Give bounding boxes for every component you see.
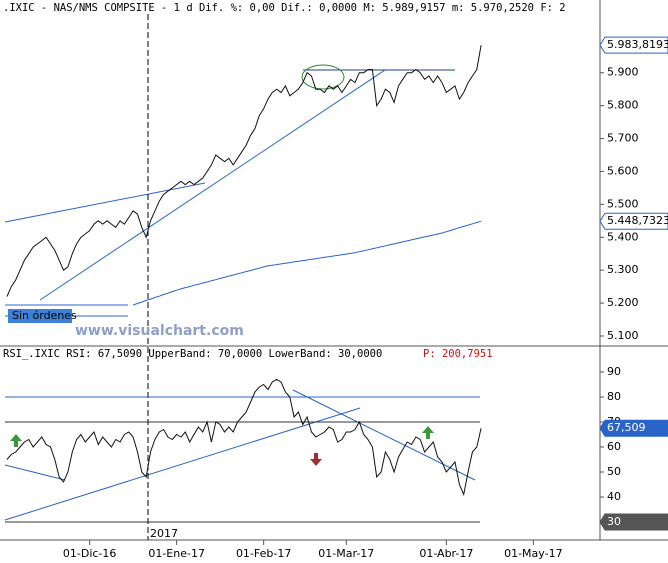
trend-lines xyxy=(4,69,476,521)
trend-line xyxy=(39,69,386,301)
chart-title: .IXIC - NAS/NMS COMPSITE - 1 d Dif. %: 0… xyxy=(3,2,566,14)
y-tick-label: 5.700 xyxy=(607,132,639,145)
x-tick-label: 01-May-17 xyxy=(504,547,562,560)
y-tick-label: 5.600 xyxy=(607,164,639,177)
value-tag xyxy=(599,36,668,54)
value-tag xyxy=(599,212,668,230)
y-tick-label: 5.900 xyxy=(607,66,639,79)
rsi-subtitle: P: 200,7951 xyxy=(423,348,493,360)
y-tick-label: 5.300 xyxy=(607,263,639,276)
buy-arrow xyxy=(422,426,434,439)
trend-line xyxy=(4,407,361,521)
rsi-title: RSI_.IXIC RSI: 67,5090 UpperBand: 70,000… xyxy=(3,348,382,360)
series-line xyxy=(6,378,482,497)
orders-box xyxy=(8,309,72,323)
sell-arrow xyxy=(310,453,322,466)
x-tick-label: 01-Mar-17 xyxy=(318,547,374,560)
y-tick-label: 90 xyxy=(607,365,621,378)
year-label: 2017 xyxy=(150,527,178,540)
buy-arrow xyxy=(10,434,22,447)
y-tick-label: 60 xyxy=(607,440,621,453)
series-line xyxy=(6,45,482,297)
y-tick-label: 5.100 xyxy=(607,329,639,342)
y-tick-label: 5.800 xyxy=(607,99,639,112)
y-tick-label: 5.400 xyxy=(607,230,639,243)
value-tag-label: 30 xyxy=(607,515,621,528)
x-tick-label: 01-Ene-17 xyxy=(148,547,205,560)
value-tag-label: 5.448,7323 xyxy=(607,214,668,227)
y-tick-label: 50 xyxy=(607,465,621,478)
watermark: www.visualchart.com xyxy=(75,323,244,339)
y-tick-label: 40 xyxy=(607,490,621,503)
value-tag-label: 5.983,8193 xyxy=(607,38,668,51)
trend-line xyxy=(292,389,476,481)
y-tick-label: 5.500 xyxy=(607,197,639,210)
trend-line xyxy=(4,464,66,481)
orders-label: Sin órdenes xyxy=(12,309,77,322)
x-tick-label: 01-Abr-17 xyxy=(419,547,473,560)
highlight-ellipse xyxy=(301,64,345,90)
x-tick-label: 01-Dic-16 xyxy=(63,547,117,560)
y-tick-label: 80 xyxy=(607,390,621,403)
x-tick-label: 01-Feb-17 xyxy=(236,547,291,560)
y-tick-label: 5.200 xyxy=(607,296,639,309)
trend-line xyxy=(4,182,206,223)
series-line xyxy=(132,220,482,306)
value-tag xyxy=(599,513,668,531)
value-tag-label: 67,509 xyxy=(607,421,646,434)
value-tag xyxy=(599,419,668,437)
